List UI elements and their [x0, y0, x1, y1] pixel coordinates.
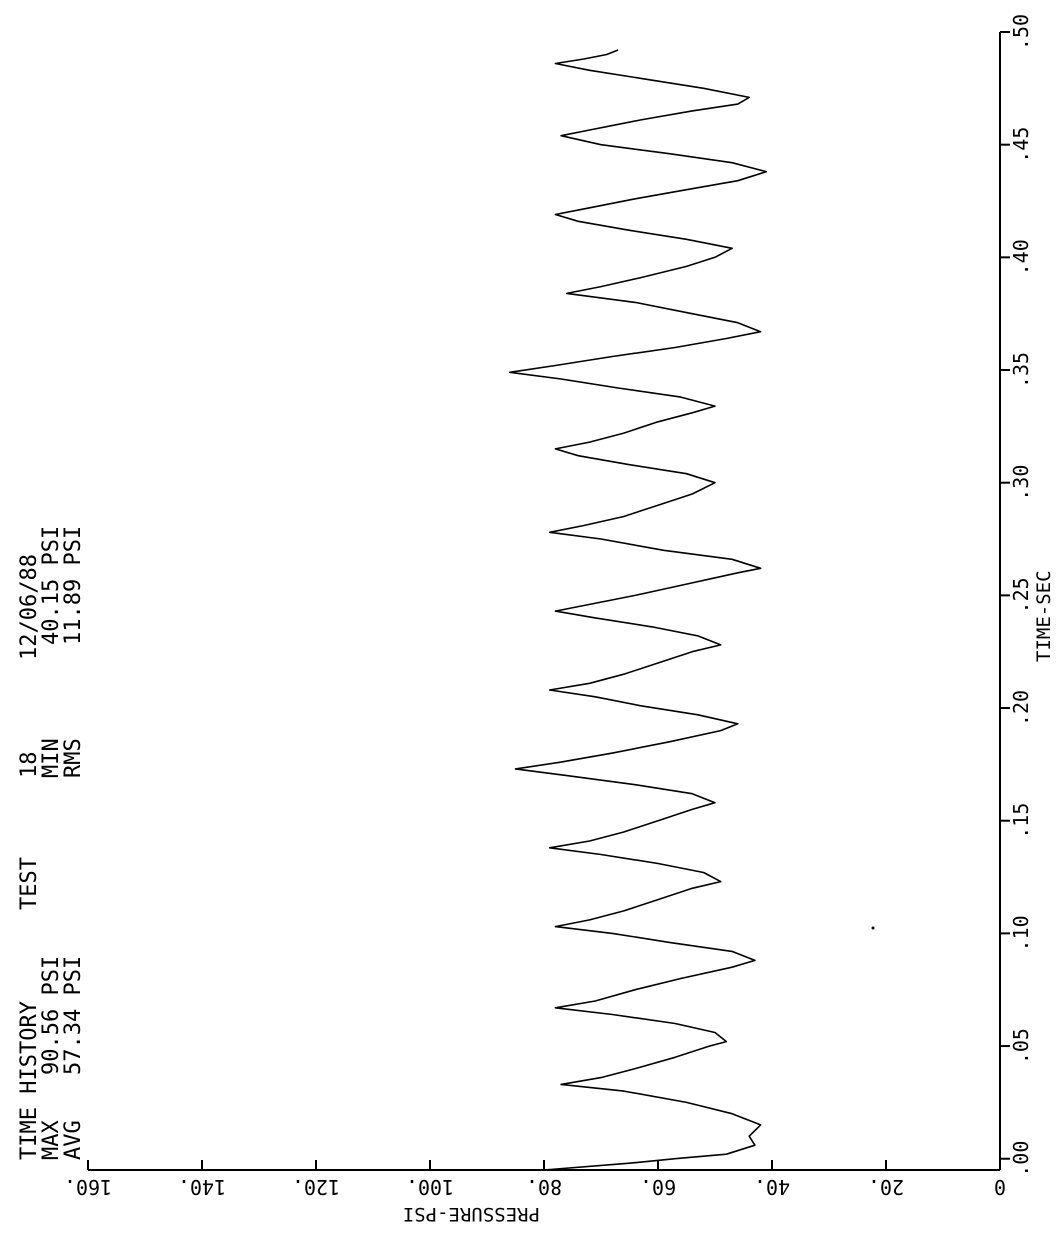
avg-value: 57.34 PSI — [61, 956, 86, 1075]
time-tick-label: .30 — [1009, 465, 1033, 501]
avg-label: AVG — [61, 1120, 86, 1160]
pressure-tick-label: 160. — [64, 1175, 112, 1199]
rms-value: 11.89 PSI — [61, 526, 86, 645]
time-tick-label: .10 — [1009, 915, 1033, 951]
min-value: 40.15 PSI — [39, 526, 64, 645]
time-tick-label: .35 — [1009, 352, 1033, 388]
header-date: 12/06/88 — [17, 554, 42, 660]
stray-dot — [871, 926, 875, 930]
time-tick-label: .15 — [1009, 803, 1033, 839]
pressure-tick-label: 20. — [868, 1175, 904, 1199]
time-tick-label: .45 — [1009, 127, 1033, 163]
header-block: TIME HISTORY MAX 90.56 PSI AVG 57.34 PSI… — [17, 526, 86, 1160]
time-tick-label: .05 — [1009, 1028, 1033, 1064]
pressure-series-line — [508, 49, 768, 1171]
min-label: MIN — [39, 738, 64, 778]
pressure-axis-label: PRESSURE-PSI — [403, 1203, 540, 1225]
pressure-ticks: 0 20. 40. 60. 80. 100. 120. 140. 160. — [64, 1160, 1006, 1199]
pressure-tick-label: 140. — [178, 1175, 226, 1199]
max-value: 90.56 PSI — [39, 956, 64, 1075]
header-title: TIME HISTORY — [17, 1001, 42, 1160]
time-tick-label: .50 — [1009, 14, 1033, 50]
pressure-tick-label: 40. — [754, 1175, 790, 1199]
rms-label: RMS — [61, 738, 86, 778]
pressure-tick-label: 80. — [526, 1175, 562, 1199]
time-tick-label: .20 — [1009, 690, 1033, 726]
test-label: TEST — [17, 857, 42, 910]
time-tick-label: .40 — [1009, 239, 1033, 275]
time-ticks: .00 .05 .10 .15 .20 .25 .30 .35 .40 .45 .50 — [1000, 14, 1033, 1177]
time-tick-label: .25 — [1009, 577, 1033, 613]
max-label: MAX — [39, 1120, 64, 1160]
axes — [88, 32, 1001, 1171]
time-axis-label: TIME-SEC — [1033, 570, 1055, 662]
time-tick-label: .00 — [1009, 1141, 1033, 1177]
pressure-tick-label: 120. — [292, 1175, 340, 1199]
pressure-tick-label: 100. — [406, 1175, 454, 1199]
test-number: 18 — [17, 752, 42, 779]
pressure-tick-label: 60. — [640, 1175, 676, 1199]
pressure-tick-label: 0 — [994, 1175, 1006, 1199]
